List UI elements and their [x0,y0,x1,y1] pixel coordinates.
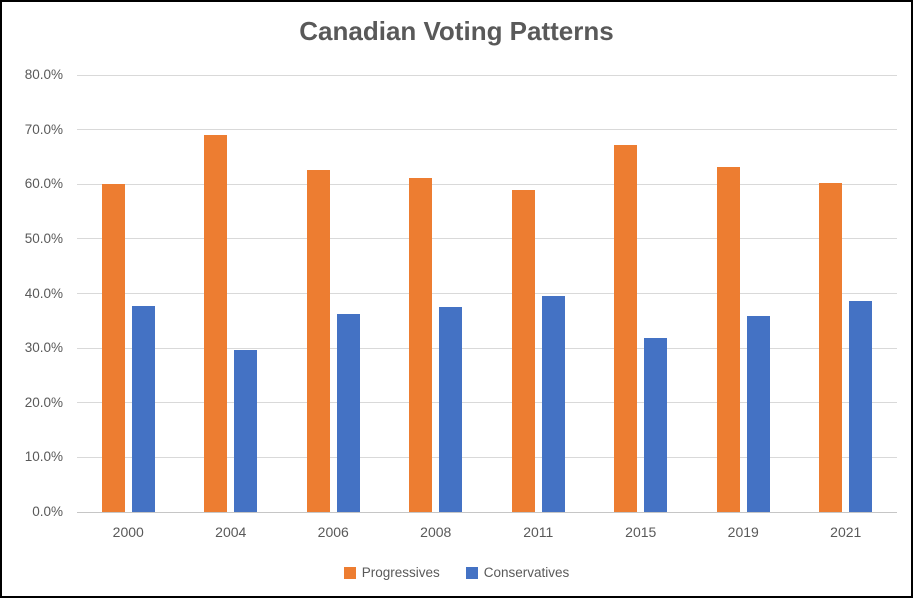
bar-series [77,75,897,512]
y-tick-label-40: 40.0% [24,285,63,301]
bar-conservatives-2021 [849,300,873,512]
y-tick-label-80: 80.0% [24,67,63,82]
x-axis-line [77,511,897,513]
bar-progressives-2021 [819,183,843,512]
y-tick-label-70: 70.0% [24,121,63,137]
bar-conservatives-2015 [644,338,668,512]
bar-conservatives-2006 [336,313,360,512]
bar-progressives-2004 [204,134,228,512]
gridline-30 [77,347,897,349]
chart-title: Canadian Voting Patterns [299,16,614,46]
y-tick-label-10: 10.0% [24,449,63,465]
bar-progressives-2006 [306,170,330,512]
gridline-40 [77,293,897,294]
legend-item-conservatives: Conservatives [465,565,570,580]
x-tick-label-2011: 2011 [523,524,554,540]
legend-label-conservatives: Conservatives [483,565,570,580]
x-tick-label-2019: 2019 [727,524,759,540]
x-tick-label-2015: 2015 [625,524,657,540]
y-tick-label-50: 50.0% [24,230,63,246]
gridline-20 [77,402,897,404]
bar-conservatives-2004 [234,350,258,512]
bar-progressives-2015 [614,144,638,512]
gridline-50 [77,238,897,240]
bar-progressives-2019 [716,167,740,512]
x-tick-label-2000: 2000 [112,524,144,540]
x-axis-tick-labels: 2000 2004 2006 2008 2011 2015 2019 2021 [77,75,897,540]
chart-frame: Canadian Voting Patterns 0.0% 10.0% 20.0% 3… [0,0,913,598]
x-tick-label-2004: 2004 [215,524,247,540]
bar-conservatives-2000 [131,306,155,512]
legend-swatch-progressives-icon [343,566,356,579]
legend: Progressives Conservatives [2,565,911,580]
legend-swatch-conservatives-icon [465,566,478,579]
bar-progressives-2008 [409,177,433,512]
y-tick-label-20: 20.0% [24,394,63,410]
gridline-70 [77,129,897,131]
x-tick-label-2008: 2008 [420,524,452,540]
legend-item-progressives: Progressives [343,565,440,580]
legend-label-progressives: Progressives [361,565,440,580]
x-tick-label-2021: 2021 [830,524,862,540]
y-tick-label-0: 0.0% [32,504,63,519]
y-tick-label-30: 30.0% [24,340,63,356]
bar-progressives-2000 [101,183,125,512]
plot-area: 0.0% 10.0% 20.0% 30.0% 40.0% 50.0% 60.0% 70.0% 8… [25,67,897,540]
bar-conservatives-2008 [439,306,463,512]
gridline-10 [77,456,897,458]
bar-progressives-2011 [511,189,535,512]
x-tick-label-2006: 2006 [317,524,349,540]
bar-conservatives-2011 [541,295,565,512]
y-axis-tick-labels: 0.0% 10.0% 20.0% 30.0% 40.0% 50.0% 60.0% 70.0% 8… [25,67,897,519]
bar-conservatives-2019 [746,315,770,512]
gridline-60 [77,183,897,185]
gridline-80 [77,74,897,76]
gridlines [77,74,897,513]
y-tick-label-60: 60.0% [24,176,63,192]
